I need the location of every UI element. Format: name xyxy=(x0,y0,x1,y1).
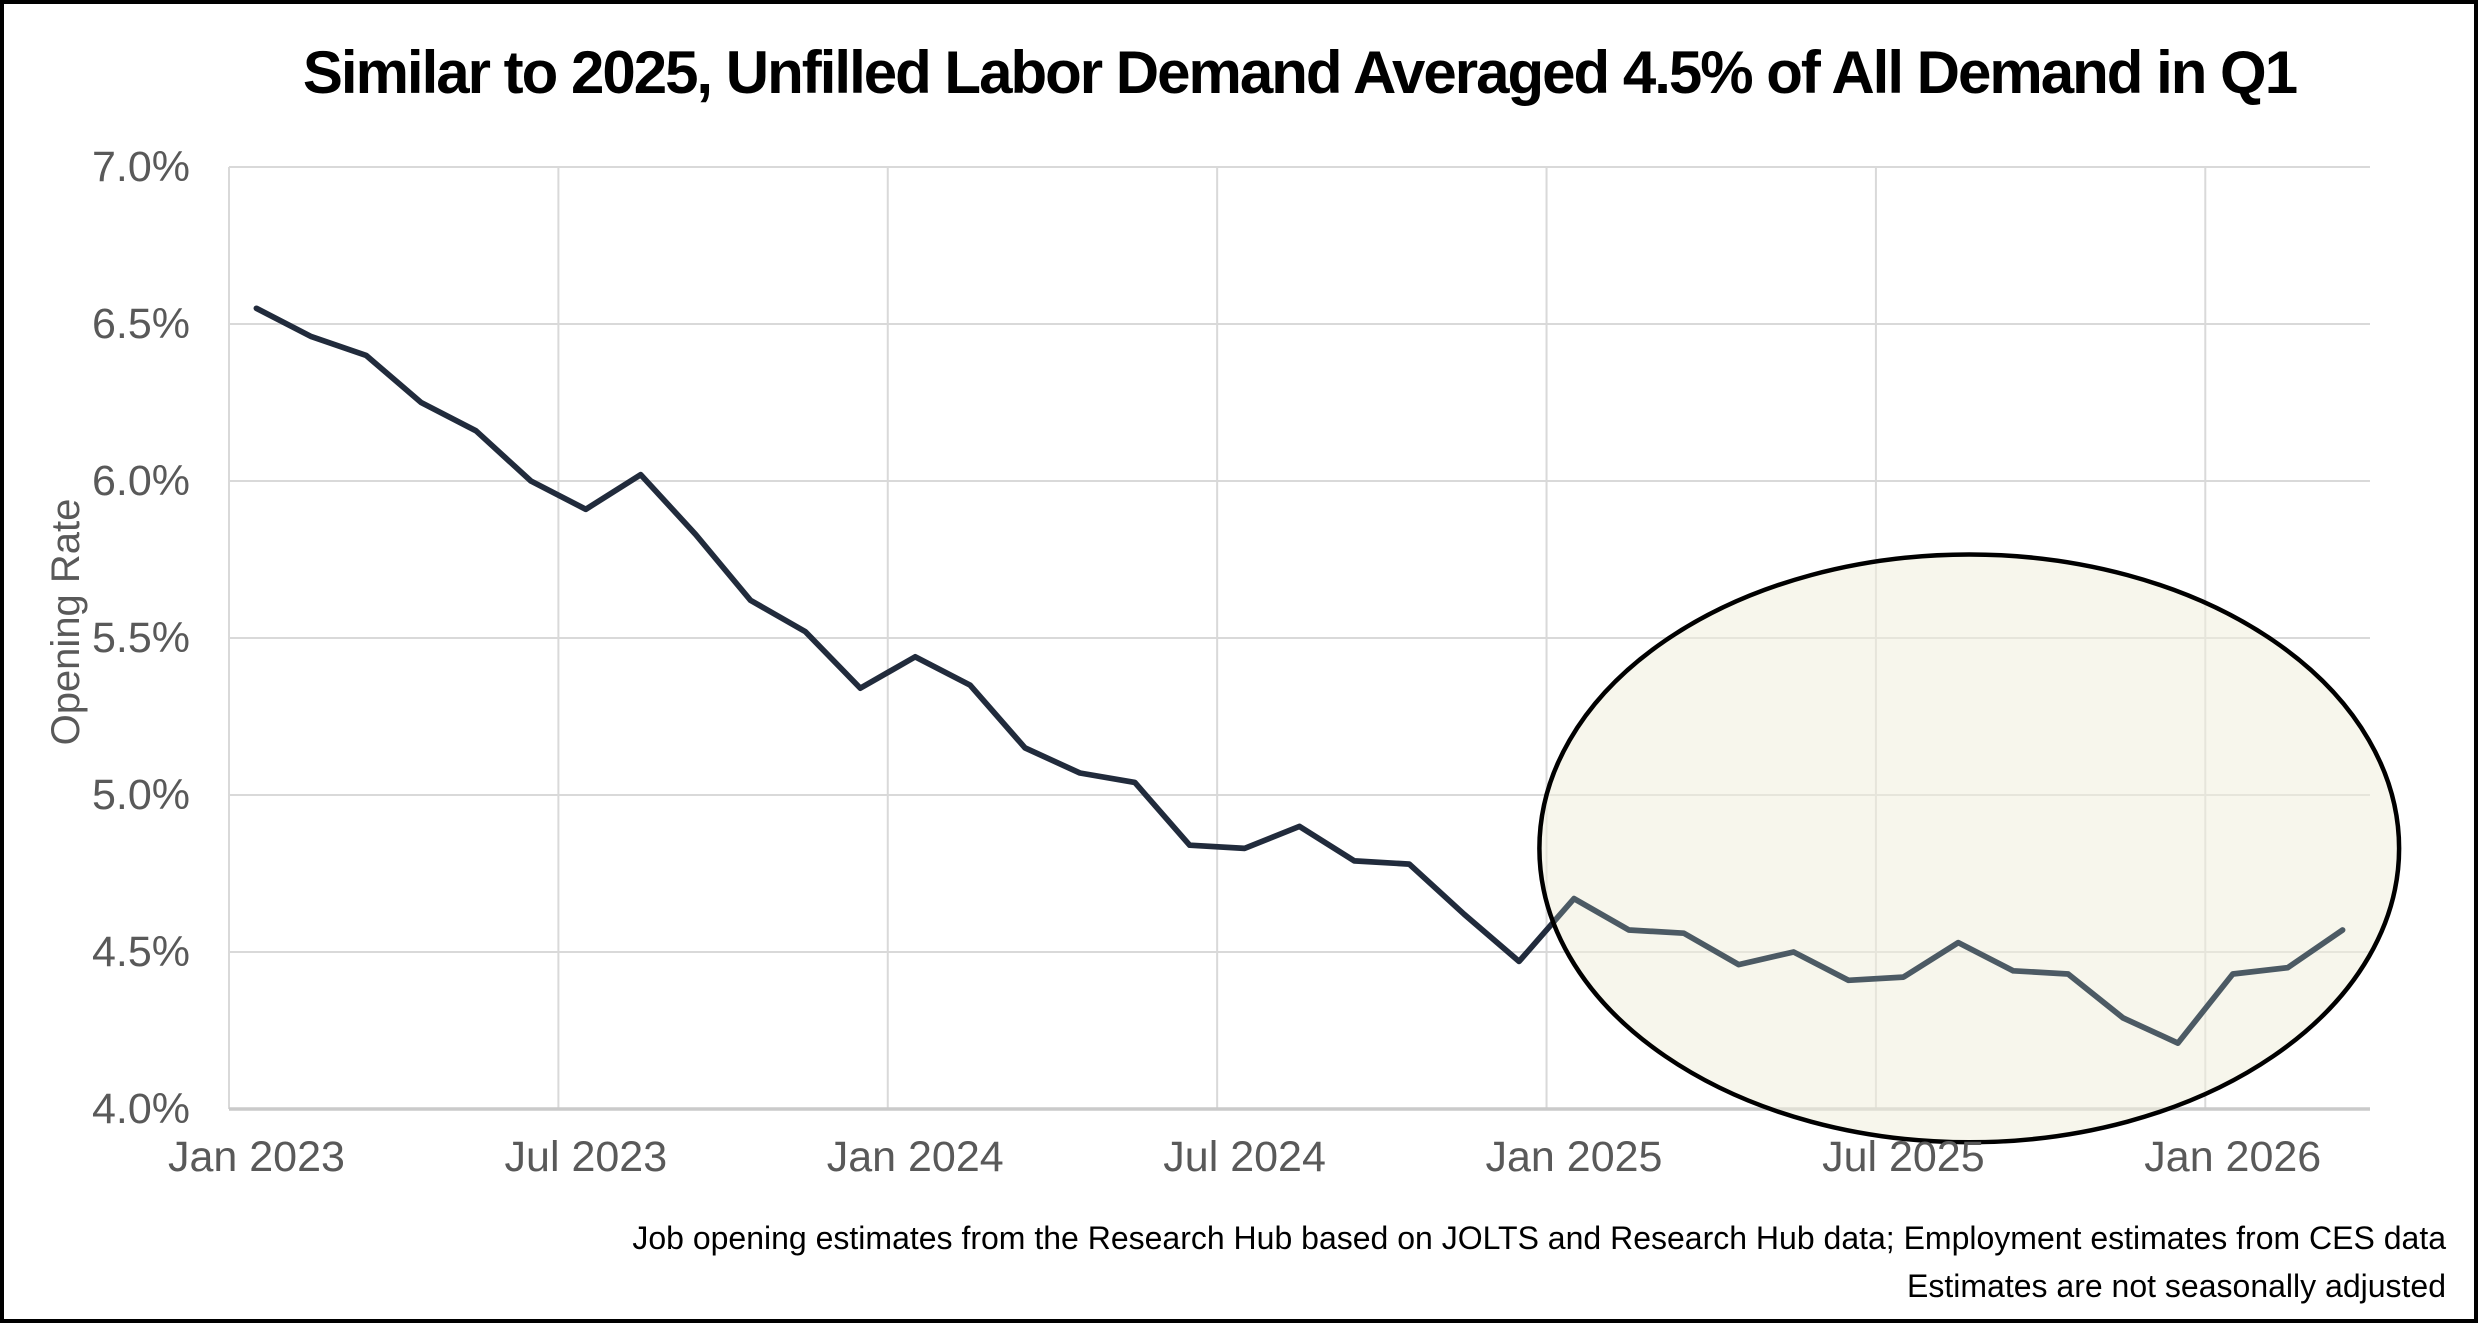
y-tick-label: 4.0% xyxy=(91,1085,190,1133)
x-tick-label: Jan 2025 xyxy=(1485,1133,1663,1181)
line-series-pre-2025 xyxy=(253,305,1558,965)
x-tick-label: Jul 2025 xyxy=(1822,1133,1985,1181)
source-footnotes: Job opening estimates from the Research … xyxy=(346,1214,2446,1310)
x-tick-label: Jul 2024 xyxy=(1163,1133,1326,1181)
x-tick-label: Jan 2023 xyxy=(167,1133,345,1181)
x-tick-label: Jan 2024 xyxy=(826,1133,1004,1181)
plot-area xyxy=(253,305,2402,1145)
x-tick-label: Jul 2023 xyxy=(504,1133,668,1181)
chart-title: Similar to 2025, Unfilled Labor Demand A… xyxy=(302,39,2298,106)
footnote-line-2: Estimates are not seasonally adjusted xyxy=(1907,1268,2446,1304)
y-tick-label: 5.0% xyxy=(91,771,190,819)
y-tick-label: 4.5% xyxy=(91,928,190,976)
y-tick-label: 6.0% xyxy=(91,457,190,505)
highlight-ellipse-outline xyxy=(1537,552,2402,1145)
highlight-ellipse-fill xyxy=(1539,554,2400,1143)
y-tick-label: 5.5% xyxy=(91,614,190,662)
chart-canvas xyxy=(228,166,2402,1145)
gridlines xyxy=(228,166,2370,1111)
y-tick-label: 7.0% xyxy=(91,143,190,191)
footnote-line-1: Job opening estimates from the Research … xyxy=(632,1220,2446,1256)
x-tick-label: Jan 2026 xyxy=(2144,1133,2322,1181)
y-tick-label: 6.5% xyxy=(91,300,190,348)
line-series-2025-onward xyxy=(1551,895,2346,1046)
